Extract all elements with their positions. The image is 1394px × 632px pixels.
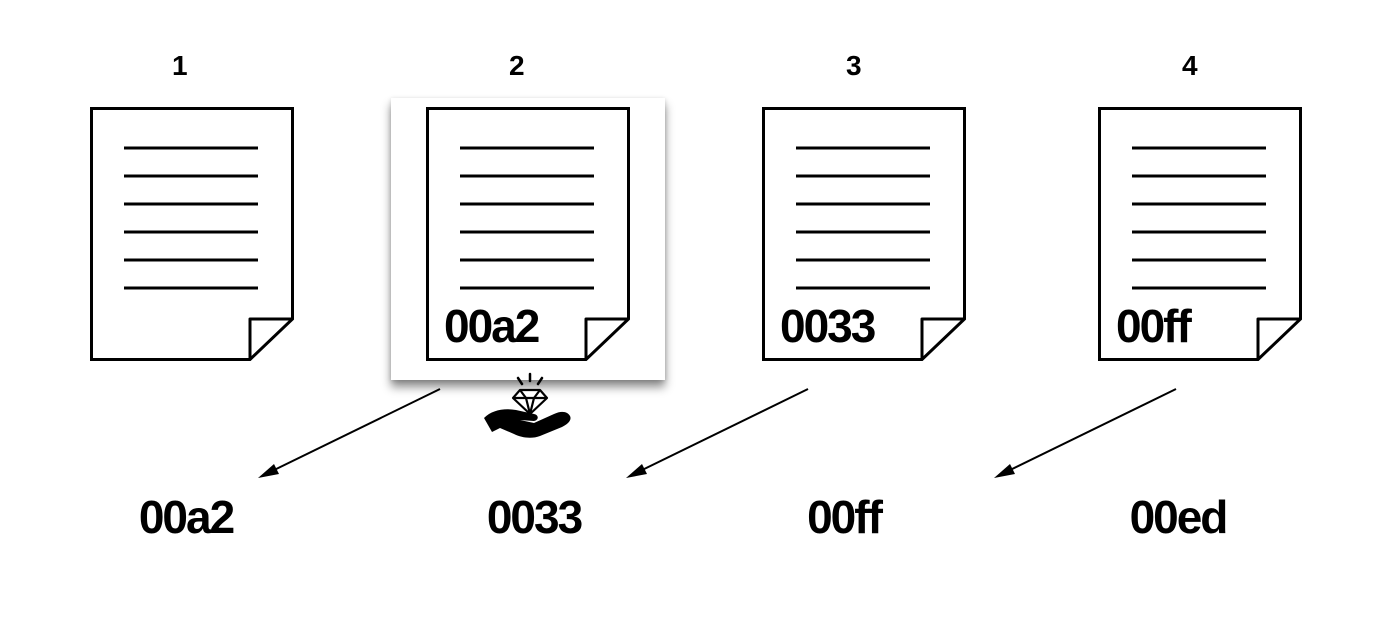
- page-number-1: 1: [171, 50, 189, 81]
- page-code: 00a2: [444, 300, 540, 352]
- document-icon: [762, 107, 966, 361]
- hex-value-3: 00ff: [807, 491, 883, 543]
- document-page-2: 00a2: [426, 107, 630, 361]
- document-icon: [1098, 107, 1302, 361]
- page-number-4: 4: [1181, 50, 1199, 81]
- page-number-2: 2: [508, 50, 526, 81]
- page-code: 00ff: [1116, 300, 1192, 352]
- arrow-2-to-1: [267, 388, 441, 474]
- document-page-3: 0033: [762, 107, 966, 361]
- document-icon: [426, 107, 630, 361]
- arrowhead: [994, 464, 1015, 478]
- page-number-3: 3: [845, 50, 863, 81]
- hex-value-1: 00a2: [138, 491, 235, 543]
- arrowhead: [258, 464, 279, 478]
- hand-diamond-icon: [484, 372, 571, 438]
- document-page-1: [90, 107, 294, 361]
- arrow-3-to-2: [635, 388, 809, 474]
- hex-value-2: 0033: [486, 491, 583, 543]
- document-icon: [90, 107, 294, 361]
- hex-value-4: 00ed: [1129, 491, 1229, 543]
- page-code: 0033: [780, 300, 876, 352]
- arrowhead: [626, 464, 647, 478]
- document-page-4: 00ff: [1098, 107, 1302, 361]
- arrow-4-to-3: [1003, 388, 1177, 474]
